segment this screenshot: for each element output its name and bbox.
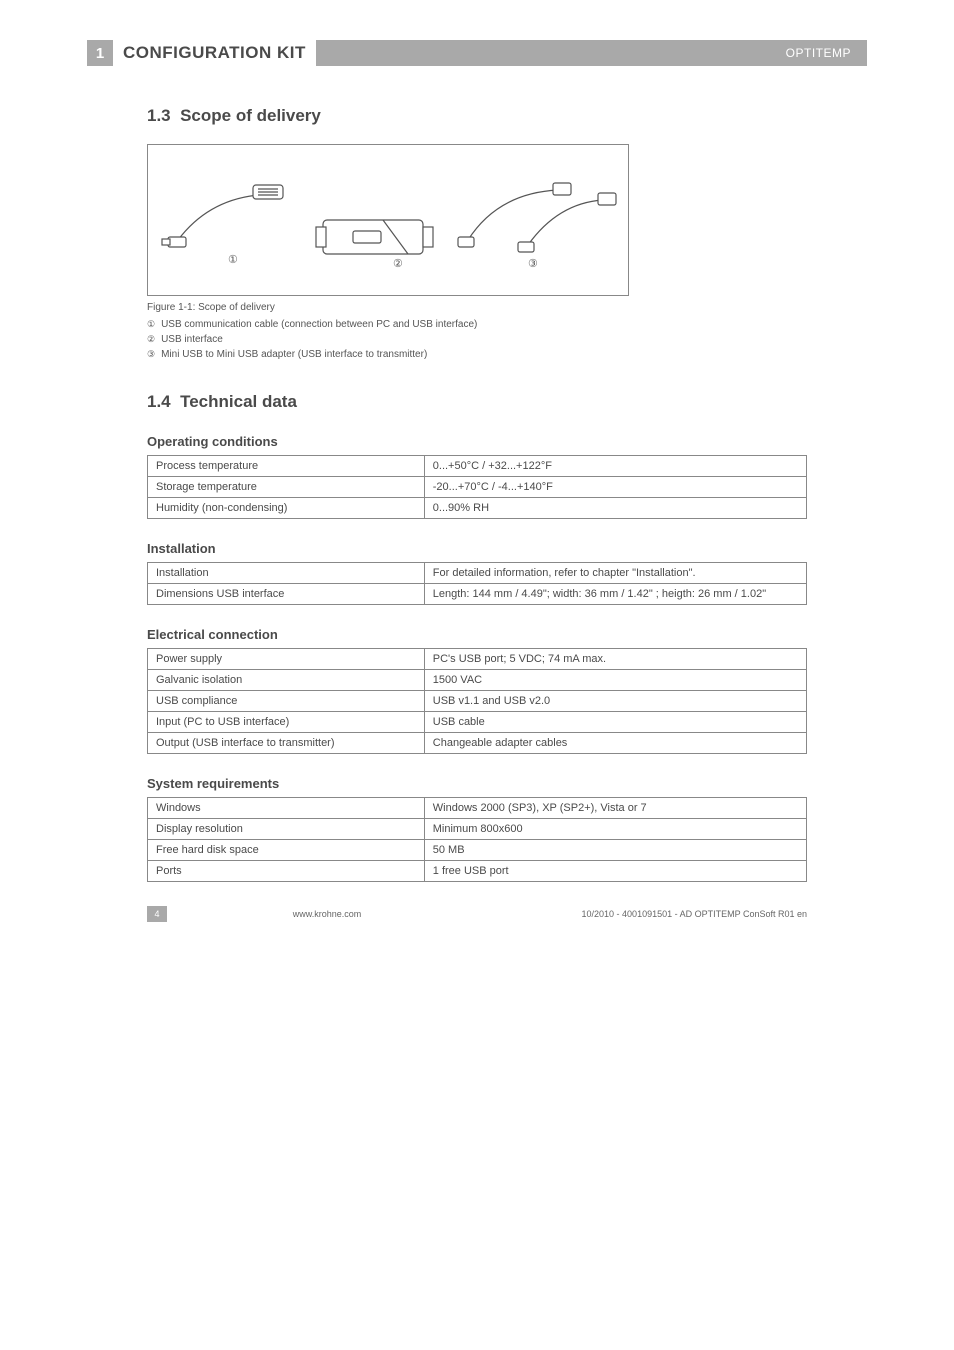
cell: Installation bbox=[148, 563, 425, 584]
svg-text:②: ② bbox=[393, 258, 403, 270]
cell: Output (USB interface to transmitter) bbox=[148, 733, 425, 754]
footer-docid: 10/2010 - 4001091501 - AD OPTITEMP ConSo… bbox=[487, 909, 807, 919]
figure-caption: Figure 1-1: Scope of delivery bbox=[147, 302, 807, 313]
header-spacer bbox=[316, 40, 770, 66]
cell: For detailed information, refer to chapt… bbox=[424, 563, 806, 584]
page-footer: 4 www.krohne.com 10/2010 - 4001091501 - … bbox=[87, 906, 867, 922]
installation-heading: Installation bbox=[147, 541, 807, 556]
footer-url: www.krohne.com bbox=[167, 909, 487, 919]
cell: Ports bbox=[148, 861, 425, 882]
cell: Galvanic isolation bbox=[148, 670, 425, 691]
cell: USB cable bbox=[424, 712, 806, 733]
section-num: 1.3 bbox=[147, 106, 171, 125]
chapter-title: CONFIGURATION KIT bbox=[113, 40, 316, 66]
scope-of-delivery-figure: ① ② ③ bbox=[147, 144, 629, 296]
section-1-3-heading: 1.3 Scope of delivery bbox=[147, 106, 807, 126]
cell: Minimum 800x600 bbox=[424, 819, 806, 840]
cell: 0...90% RH bbox=[424, 498, 806, 519]
electrical-connection-table: Power supplyPC's USB port; 5 VDC; 74 mA … bbox=[147, 648, 807, 754]
cell: Display resolution bbox=[148, 819, 425, 840]
legend-text-1: USB communication cable (connection betw… bbox=[161, 317, 477, 332]
cell: Humidity (non-condensing) bbox=[148, 498, 425, 519]
svg-text:③: ③ bbox=[528, 258, 538, 270]
operating-conditions-table: Process temperature0...+50°C / +32...+12… bbox=[147, 455, 807, 519]
cell: 1500 VAC bbox=[424, 670, 806, 691]
cell: Windows 2000 (SP3), XP (SP2+), Vista or … bbox=[424, 798, 806, 819]
svg-text:①: ① bbox=[228, 254, 238, 266]
cell: Windows bbox=[148, 798, 425, 819]
cell: 1 free USB port bbox=[424, 861, 806, 882]
section-title: Scope of delivery bbox=[180, 106, 321, 125]
cell: USB compliance bbox=[148, 691, 425, 712]
cell: Dimensions USB interface bbox=[148, 584, 425, 605]
legend-text-3: Mini USB to Mini USB adapter (USB interf… bbox=[161, 347, 427, 362]
cell: Length: 144 mm / 4.49"; width: 36 mm / 1… bbox=[424, 584, 806, 605]
cell: -20...+70°C / -4...+140°F bbox=[424, 477, 806, 498]
chapter-header: 1 CONFIGURATION KIT OPTITEMP bbox=[87, 40, 867, 66]
cell: Process temperature bbox=[148, 456, 425, 477]
legend-num-1: ① bbox=[147, 317, 155, 332]
chapter-number: 1 bbox=[87, 40, 113, 66]
cell: 0...+50°C / +32...+122°F bbox=[424, 456, 806, 477]
figure-legend: ① USB communication cable (connection bet… bbox=[147, 317, 807, 362]
cell: 50 MB bbox=[424, 840, 806, 861]
section-1-4-heading: 1.4 Technical data bbox=[147, 392, 807, 412]
legend-num-3: ③ bbox=[147, 347, 155, 362]
cell: USB v1.1 and USB v2.0 bbox=[424, 691, 806, 712]
electrical-connection-heading: Electrical connection bbox=[147, 627, 807, 642]
product-name: OPTITEMP bbox=[770, 40, 867, 66]
operating-conditions-heading: Operating conditions bbox=[147, 434, 807, 449]
cell: Changeable adapter cables bbox=[424, 733, 806, 754]
section-title: Technical data bbox=[180, 392, 297, 411]
cell: Input (PC to USB interface) bbox=[148, 712, 425, 733]
cell: Power supply bbox=[148, 649, 425, 670]
cell: PC's USB port; 5 VDC; 74 mA max. bbox=[424, 649, 806, 670]
system-requirements-heading: System requirements bbox=[147, 776, 807, 791]
page-number: 4 bbox=[147, 906, 167, 922]
cell: Storage temperature bbox=[148, 477, 425, 498]
cell: Free hard disk space bbox=[148, 840, 425, 861]
installation-table: InstallationFor detailed information, re… bbox=[147, 562, 807, 605]
section-num: 1.4 bbox=[147, 392, 171, 411]
system-requirements-table: WindowsWindows 2000 (SP3), XP (SP2+), Vi… bbox=[147, 797, 807, 882]
legend-text-2: USB interface bbox=[161, 332, 223, 347]
legend-num-2: ② bbox=[147, 332, 155, 347]
